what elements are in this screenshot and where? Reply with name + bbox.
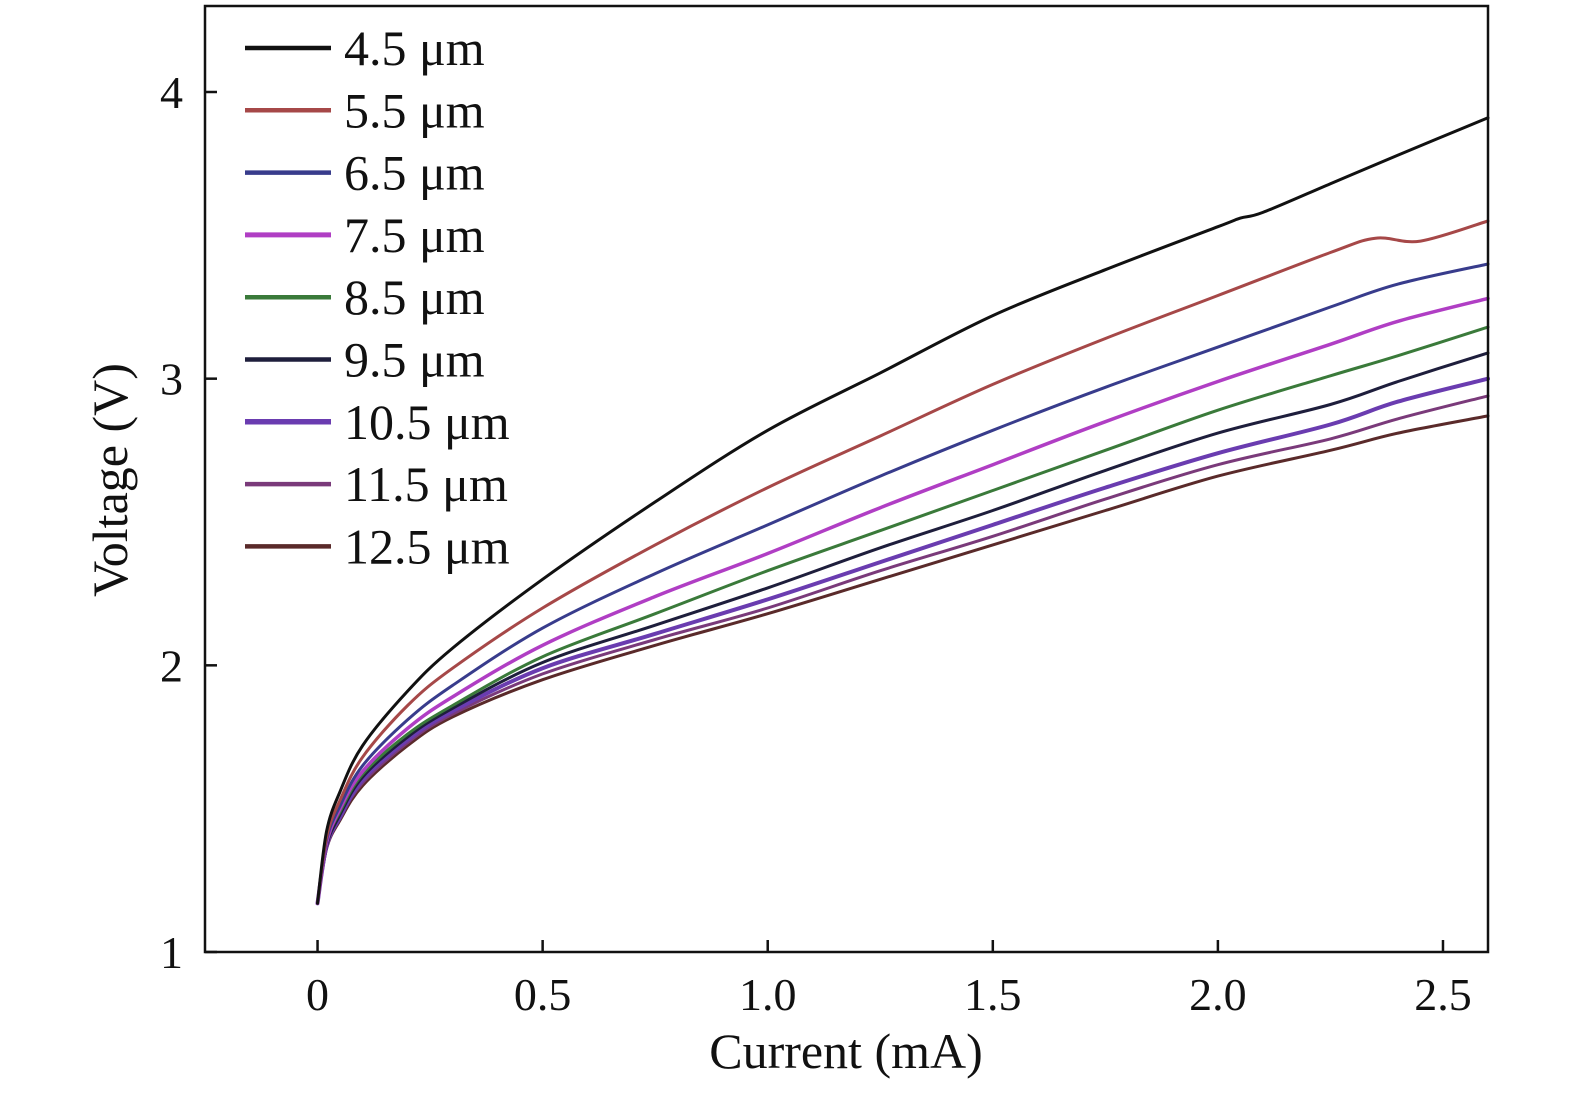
series-layer: [315, 116, 1490, 906]
x-tick-label: 2.5: [1414, 969, 1472, 1020]
x-tick-label: 2.0: [1189, 969, 1247, 1020]
y-axis: 1 2 3 4: [160, 67, 217, 978]
y-tick-label: 2: [160, 640, 183, 691]
legend-label: 12.5 μm: [344, 518, 510, 574]
legend-label: 4.5 μm: [344, 20, 485, 76]
legend-label: 11.5 μm: [344, 456, 508, 512]
series-line: [316, 414, 1490, 905]
series-line: [316, 351, 1490, 905]
series-line: [315, 376, 1490, 906]
y-axis-title: Voltage (V): [82, 363, 138, 597]
legend-label: 6.5 μm: [344, 145, 485, 201]
y-tick-label: 1: [160, 927, 183, 978]
legend-label: 9.5 μm: [344, 332, 485, 388]
series-line: [316, 116, 1490, 905]
y-tick-label: 3: [160, 354, 183, 405]
plot-frame: [203, 4, 1490, 954]
legend-label: 5.5 μm: [344, 82, 485, 138]
series-line: [316, 219, 1490, 905]
x-tick-label: 1.0: [739, 969, 797, 1020]
y-tick-label: 4: [160, 67, 183, 118]
legend-label: 10.5 μm: [344, 394, 510, 450]
series-line: [316, 325, 1490, 905]
series-line: [315, 296, 1490, 906]
legend: 4.5 μm 5.5 μm 6.5 μm 7.5 μm 8.5 μm 9.5 μm 10.5…: [245, 20, 510, 574]
x-tick-label: 1.5: [964, 969, 1022, 1020]
x-tick-label: 0.5: [514, 969, 572, 1020]
x-axis: 0 0.5 1.0 1.5 2.0 2.5: [306, 940, 1472, 1020]
x-tick-label: 0: [306, 969, 329, 1020]
series-line: [316, 262, 1490, 905]
legend-label: 8.5 μm: [344, 269, 485, 325]
x-axis-title: Current (mA): [709, 1023, 983, 1079]
legend-label: 7.5 μm: [344, 207, 485, 263]
